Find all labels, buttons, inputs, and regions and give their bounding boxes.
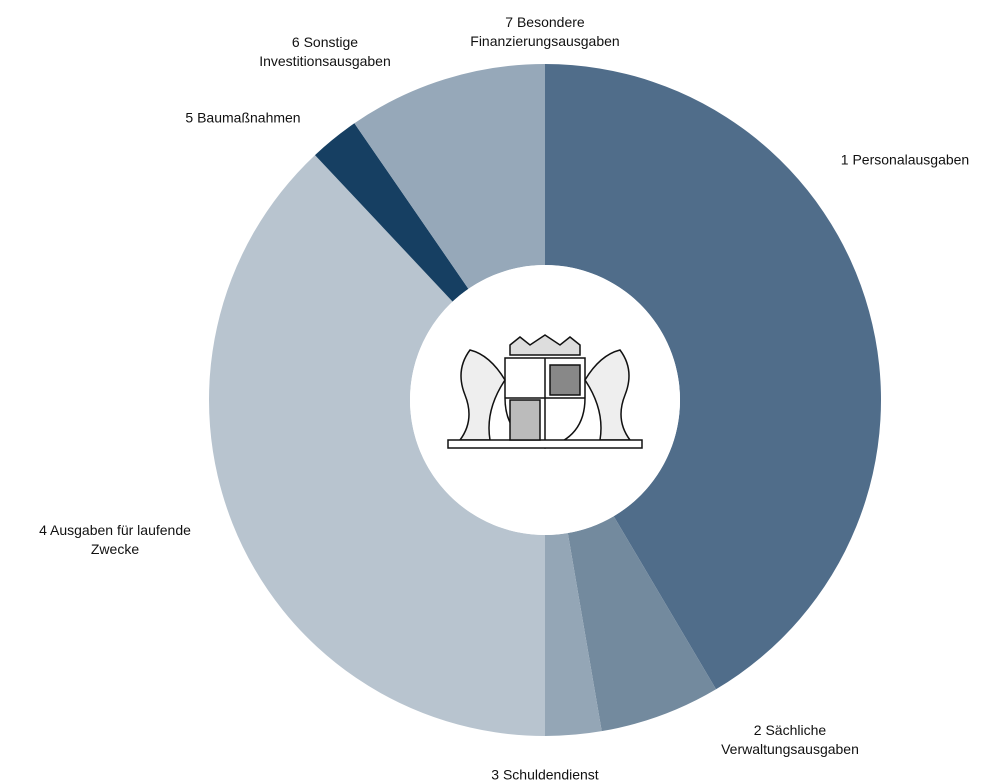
- slice-label: 1 Personalausgaben: [805, 151, 993, 170]
- emblem: [448, 335, 642, 448]
- slice-label: 2 Sächliche Verwaltungsausgaben: [715, 721, 865, 759]
- slice-label: 4 Ausgaben für laufende Zwecke: [28, 521, 203, 559]
- slice-label: 3 Schuldendienst: [455, 766, 635, 784]
- chart: [0, 0, 993, 784]
- page: 1 Personalausgaben 2 Sächliche Verwaltung…: [0, 0, 993, 784]
- slice-label: 5 Baumaßnahmen: [153, 109, 333, 128]
- slice-label: 7 Besondere Finanzierungsausgaben: [460, 13, 630, 51]
- slice-label: 6 Sonstige Investitionsausgaben: [250, 33, 400, 71]
